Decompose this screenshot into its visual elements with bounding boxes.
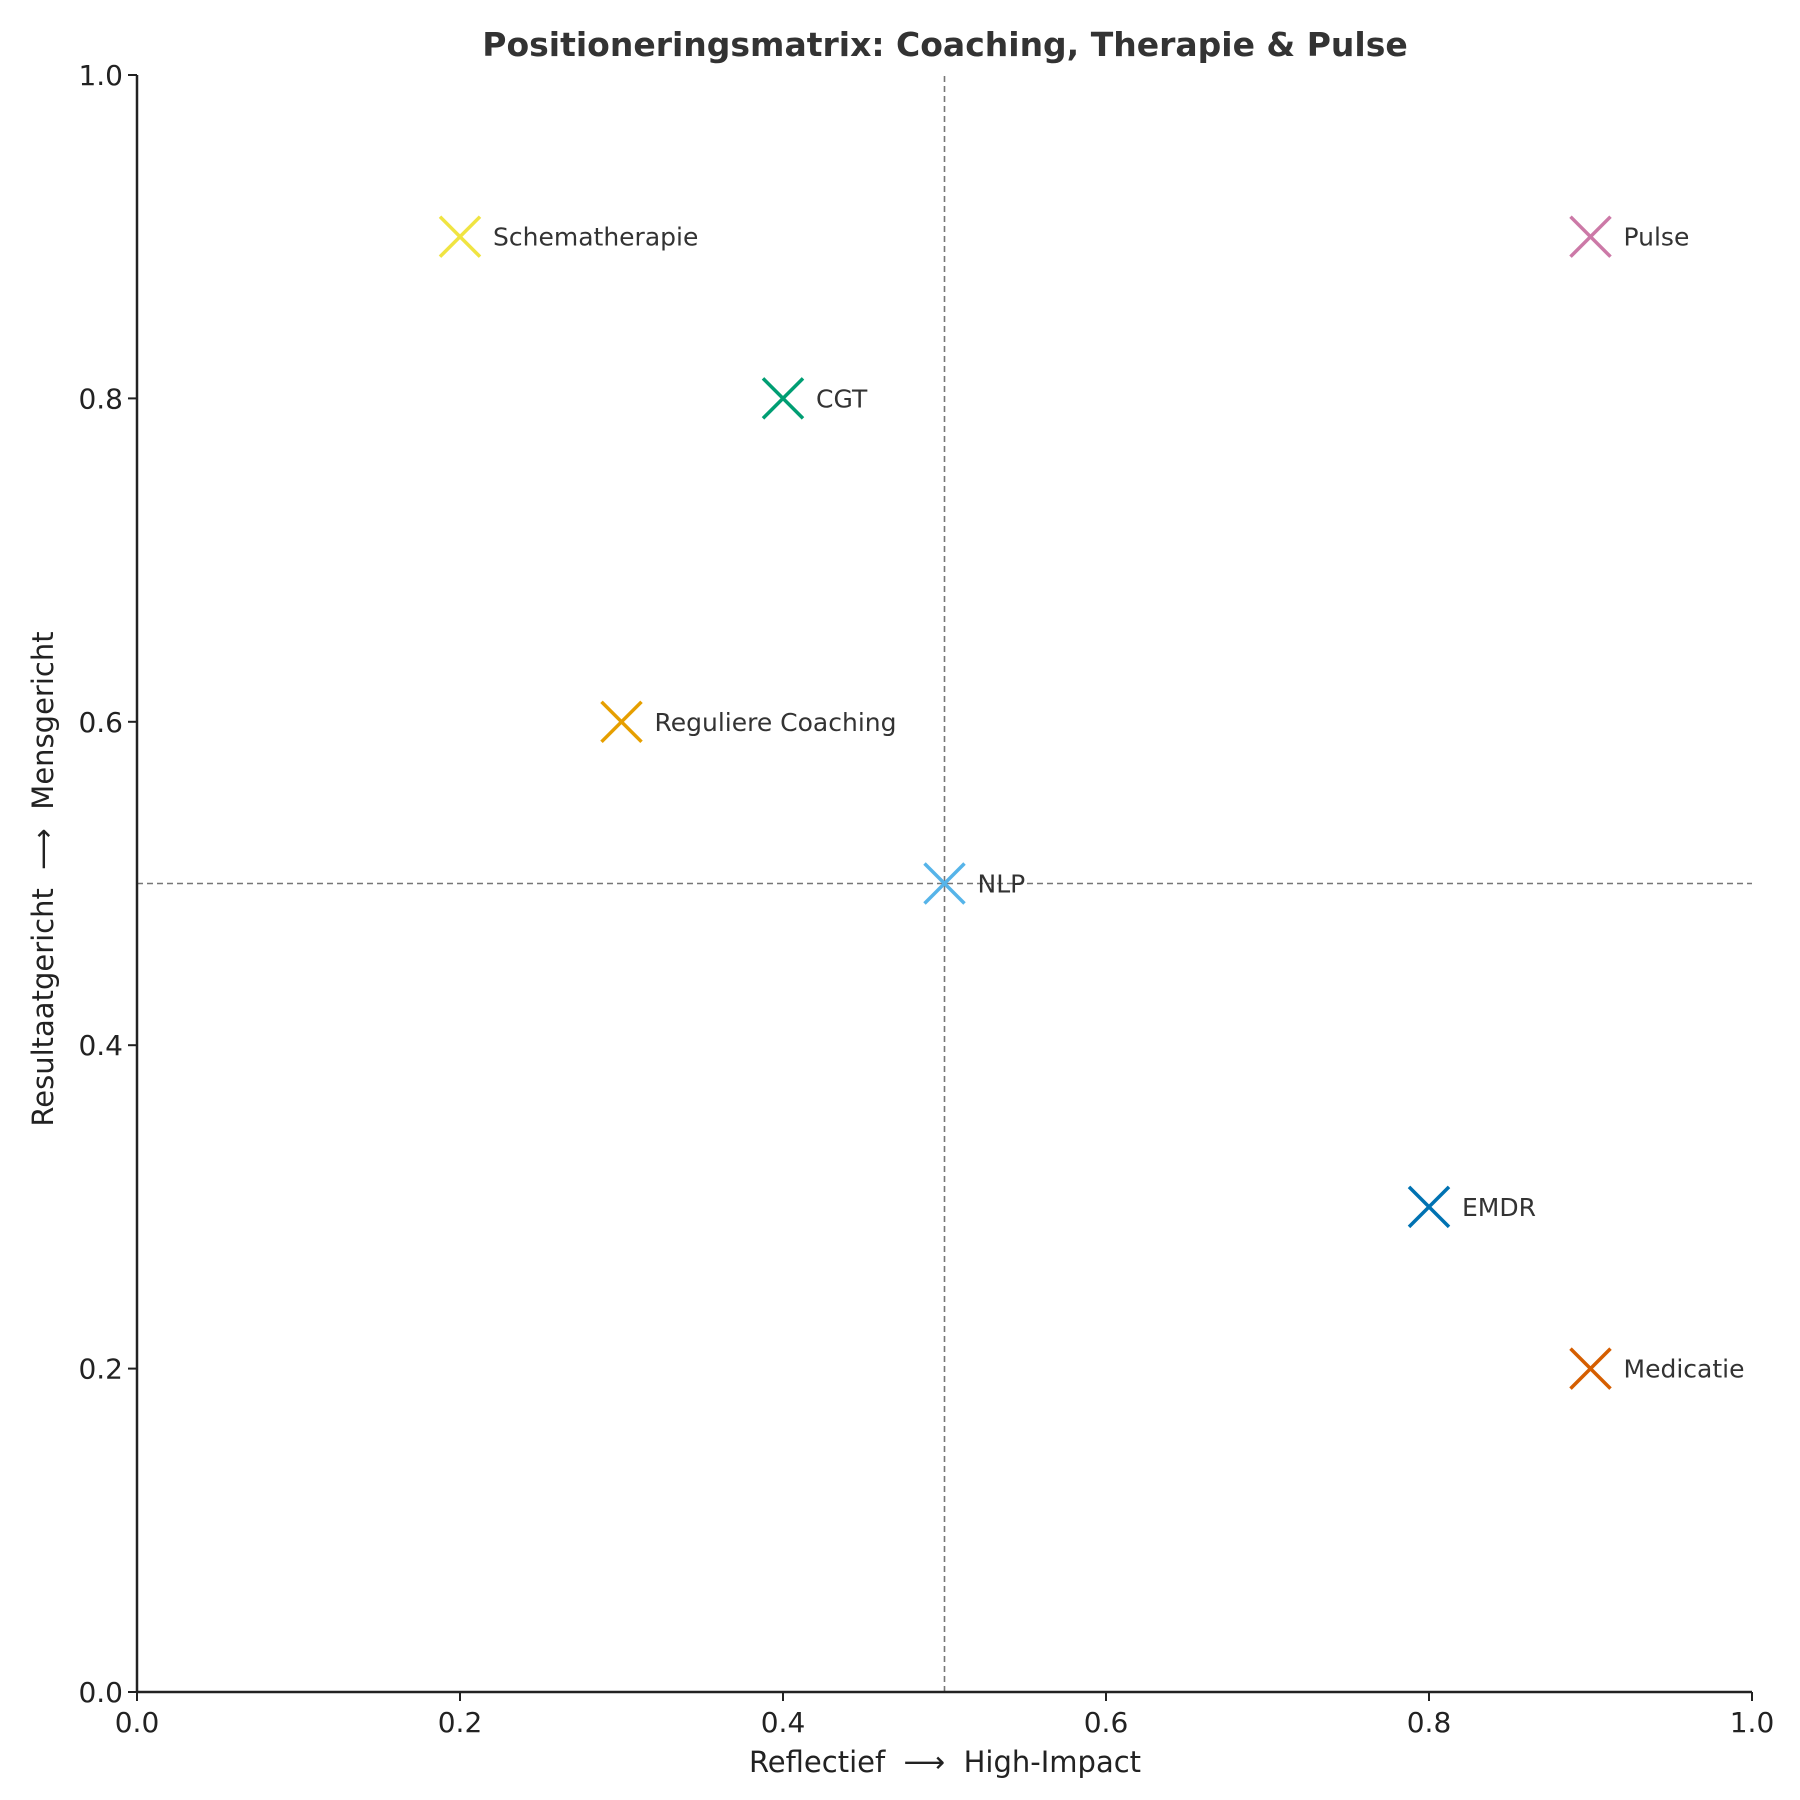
point-label: CGT [816,384,868,413]
data-point: EMDR [1407,1185,1536,1229]
y-tick-label: 0.0 [78,1676,123,1709]
x-tick-label: 0.8 [1407,1706,1452,1739]
point-label: Schematherapie [493,223,698,252]
point-label: NLP [978,870,1026,899]
data-point: NLP [923,862,1026,905]
x-marker [438,215,482,258]
x-axis-label: Reflectief ⟶ High-Impact [749,1745,1141,1779]
x-tick-label: 0.0 [115,1706,160,1739]
x-tick-label: 0.6 [1084,1706,1129,1739]
point-label: Medicatie [1624,1355,1745,1384]
data-point: Schematherapie [438,215,698,258]
point-label: EMDR [1462,1193,1536,1222]
x-marker [1569,1347,1612,1390]
x-marker [600,700,643,744]
data-point: Medicatie [1569,1347,1745,1390]
y-tick-label: 0.8 [78,382,123,415]
y-tick-label: 0.2 [78,1353,123,1386]
x-marker [1569,215,1612,258]
x-marker [1407,1185,1451,1229]
chart-title: Positioneringsmatrix: Coaching, Therapie… [482,25,1407,64]
x-marker [761,377,805,420]
y-tick-label: 0.4 [78,1029,123,1062]
y-axis-label: Resultaatgericht ⟶ Mensgericht [26,631,60,1126]
x-tick-label: 0.4 [761,1706,806,1739]
point-label: Reguliere Coaching [655,708,897,737]
y-tick-label: 0.6 [78,706,123,739]
data-point: Reguliere Coaching [600,700,897,744]
x-marker [923,862,966,905]
data-point: CGT [761,377,868,420]
data-point: Pulse [1569,215,1690,258]
point-label: Pulse [1624,223,1690,252]
y-tick-label: 1.0 [78,59,123,92]
x-tick-label: 1.0 [1730,1706,1775,1739]
x-tick-label: 0.2 [438,1706,483,1739]
